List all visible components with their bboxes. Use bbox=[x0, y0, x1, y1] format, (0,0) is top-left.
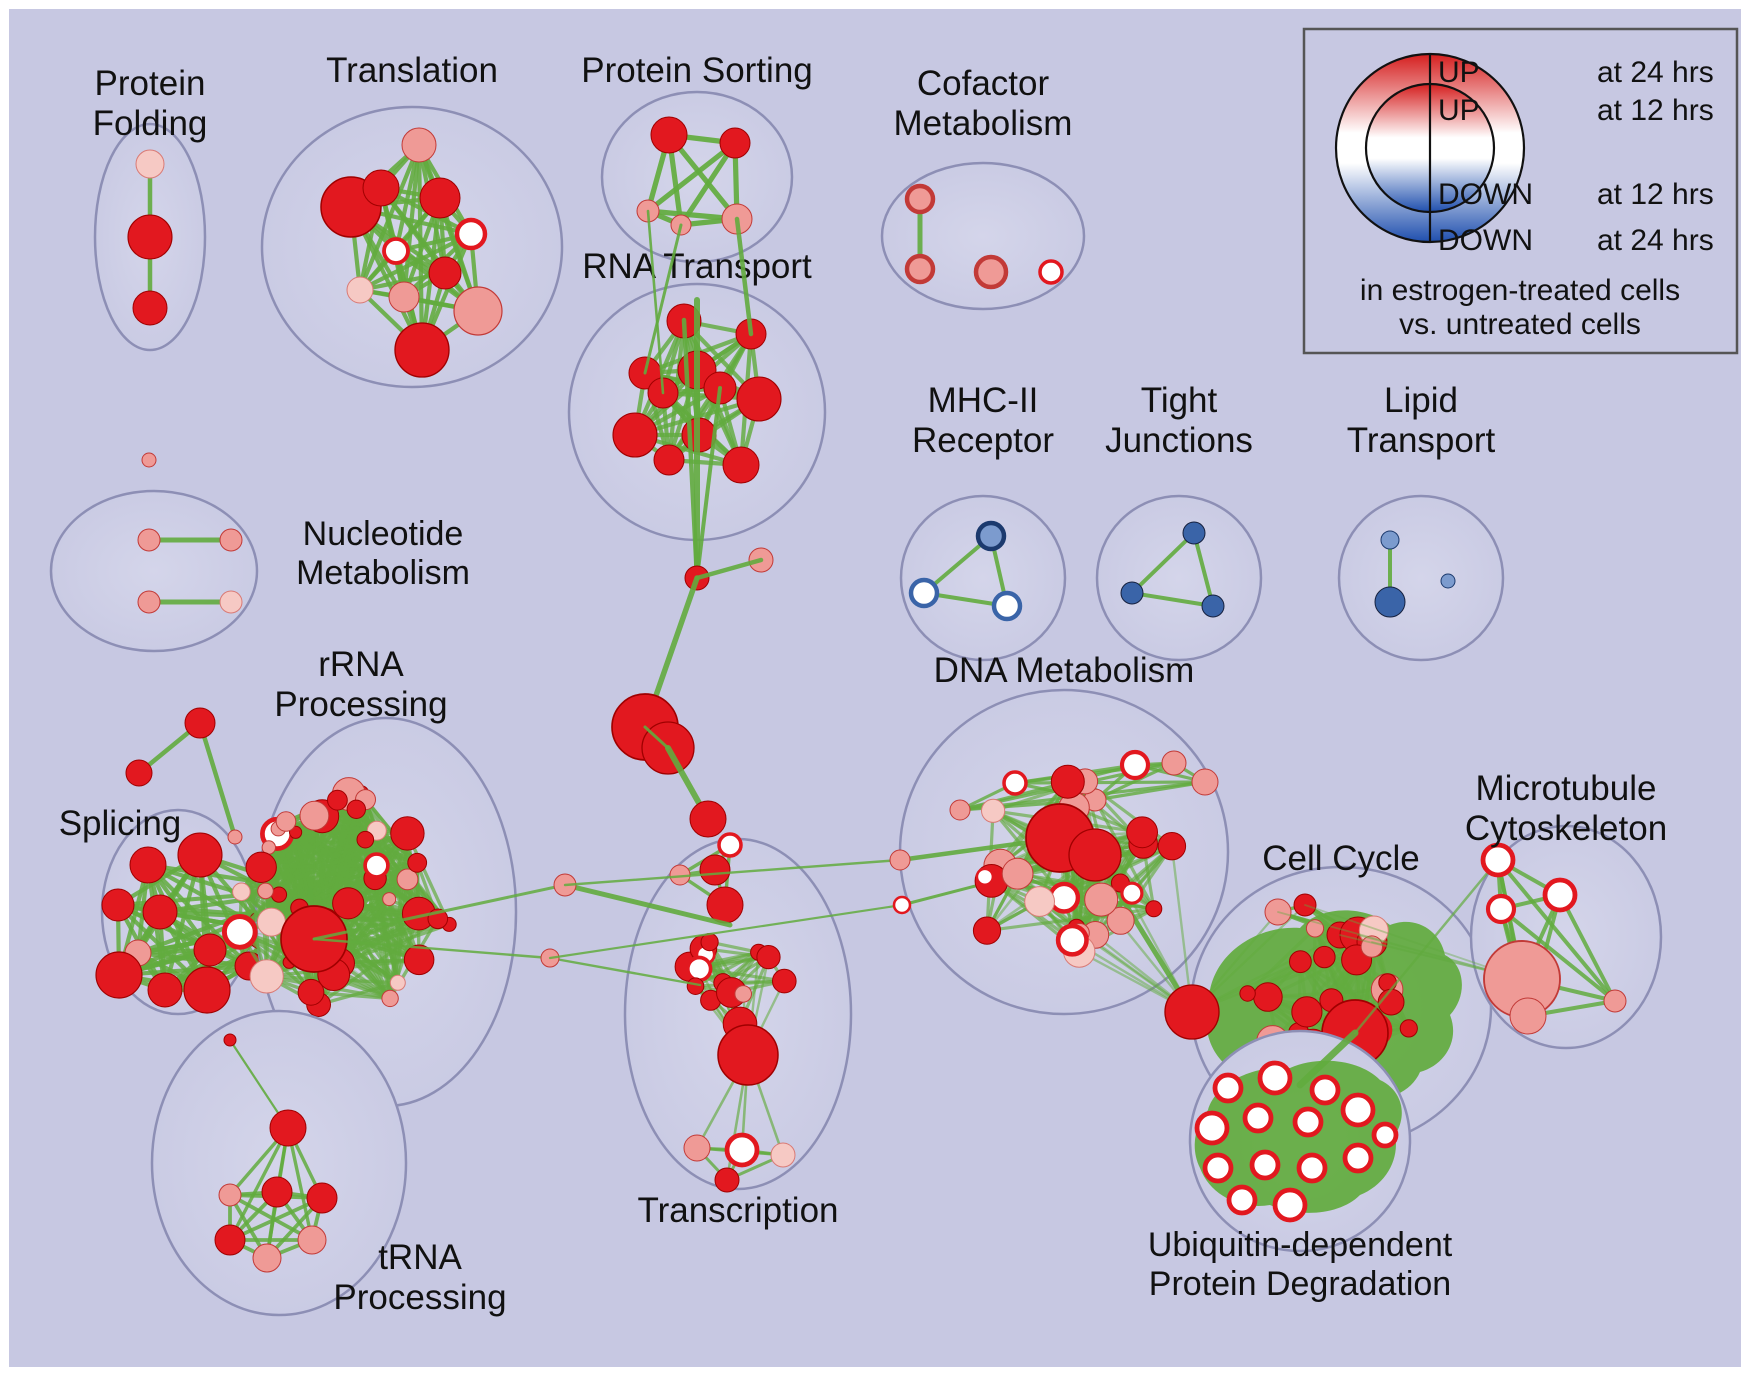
svg-text:at 24 hrs: at 24 hrs bbox=[1597, 224, 1714, 257]
svg-text:RNA Transport: RNA Transport bbox=[582, 247, 812, 286]
svg-text:UP: UP bbox=[1438, 56, 1480, 89]
svg-text:DOWN: DOWN bbox=[1438, 178, 1533, 211]
svg-text:Protein Sorting: Protein Sorting bbox=[581, 51, 813, 90]
svg-text:DNA Metabolism: DNA Metabolism bbox=[934, 651, 1195, 690]
svg-text:Translation: Translation bbox=[326, 51, 498, 90]
svg-text:at 12 hrs: at 12 hrs bbox=[1597, 94, 1714, 127]
svg-text:Splicing: Splicing bbox=[59, 804, 182, 843]
svg-text:at 12 hrs: at 12 hrs bbox=[1597, 178, 1714, 211]
svg-text:Transcription: Transcription bbox=[638, 1191, 839, 1230]
svg-text:at 24 hrs: at 24 hrs bbox=[1597, 56, 1714, 89]
svg-text:Cell Cycle: Cell Cycle bbox=[1262, 839, 1420, 878]
svg-text:DOWN: DOWN bbox=[1438, 224, 1533, 257]
svg-text:UP: UP bbox=[1438, 94, 1480, 127]
